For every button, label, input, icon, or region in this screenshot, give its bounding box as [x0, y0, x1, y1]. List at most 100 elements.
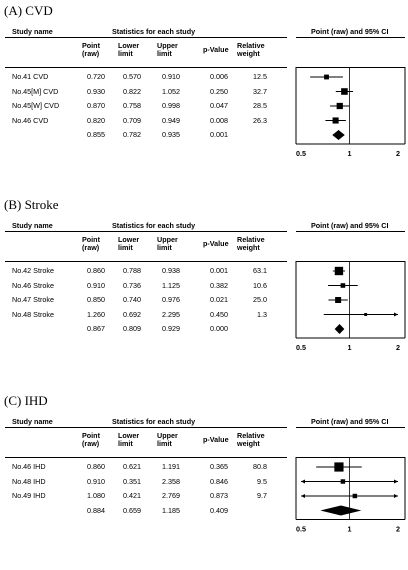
- header-lower-line2: limit: [118, 243, 133, 252]
- summary-point-cell: 0.884: [87, 505, 105, 515]
- relative-weight-cell: 32.7: [253, 86, 267, 96]
- study-name-cell: No.42 Stroke: [12, 266, 54, 275]
- relative-weight-cell: 1.3: [257, 309, 267, 319]
- summary-diamond: [332, 130, 345, 140]
- plot-header-rule-bottom: [296, 67, 405, 68]
- header-lower-line1: Lower: [118, 41, 140, 50]
- header-relative-weight-line2: weight: [237, 243, 260, 252]
- p-value-cell: 0.873: [210, 491, 228, 500]
- relative-weight-cell: 26.3: [253, 115, 267, 125]
- header-relative-weight-line2: weight: [237, 439, 260, 448]
- summary-p-value-cell: 0.409: [210, 505, 228, 515]
- header-relative-weight: Relative weight: [237, 42, 265, 58]
- header-study-name: Study name: [12, 221, 53, 230]
- header-p-value: p-Value: [203, 435, 229, 444]
- point-cell: 1.260: [87, 309, 105, 319]
- lower-limit-cell: 0.351: [123, 476, 141, 486]
- summary-p-value-cell: 0.000: [210, 324, 228, 333]
- x-tick-label: 0.5: [296, 343, 306, 352]
- lower-limit-cell: 0.709: [123, 115, 141, 125]
- upper-limit-cell: 1.052: [162, 86, 180, 96]
- header-upper-line1: Upper: [157, 41, 178, 50]
- point-cell: 1.080: [87, 491, 105, 500]
- point-estimate-square: [335, 297, 342, 303]
- p-value-cell: 0.365: [210, 462, 228, 471]
- point-estimate-square: [336, 102, 343, 110]
- relative-weight-cell: 28.5: [253, 101, 267, 110]
- point-estimate-square: [340, 479, 346, 484]
- panel-title: (C) IHD: [4, 393, 48, 408]
- upper-limit-cell: 0.910: [162, 72, 180, 81]
- forest-panel: (C) IHD Study name Statistics for each stu…: [0, 390, 408, 570]
- point-cell: 0.850: [87, 295, 105, 304]
- forest-panel: (B) Stroke Study name Statistics for each …: [0, 194, 408, 374]
- relative-weight-cell: 63.1: [253, 266, 267, 275]
- header-relative-weight: Relative weight: [237, 236, 265, 252]
- header-upper-line2: limit: [157, 243, 172, 252]
- lower-limit-cell: 0.621: [123, 462, 141, 471]
- p-value-cell: 0.001: [210, 266, 228, 275]
- summary-p-value-cell: 0.001: [210, 130, 228, 139]
- header-rule-top: [5, 427, 287, 428]
- point-cell: 0.720: [87, 72, 105, 81]
- upper-limit-cell: 2.295: [162, 309, 180, 319]
- x-tick-label: 1: [348, 525, 352, 534]
- header-lower: Lower limit: [118, 432, 139, 448]
- point-cell: 0.910: [87, 280, 105, 290]
- header-point-line2: (raw): [82, 439, 100, 448]
- relative-weight-cell: 9.5: [257, 476, 267, 486]
- header-study-name: Study name: [12, 417, 53, 426]
- p-value-cell: 0.450: [210, 309, 228, 319]
- lower-limit-cell: 0.822: [123, 86, 141, 96]
- header-upper: Upper limit: [157, 236, 178, 252]
- upper-limit-cell: 0.938: [162, 266, 180, 275]
- header-upper-line1: Upper: [157, 235, 178, 244]
- point-estimate-square: [334, 266, 344, 276]
- lower-limit-cell: 0.421: [123, 491, 141, 500]
- header-point-line1: Point: [82, 235, 100, 244]
- header-upper-line2: limit: [157, 439, 172, 448]
- header-statistics: Statistics for each study: [112, 417, 196, 426]
- x-tick-label: 2: [396, 343, 400, 352]
- forest-plot-area: 0.5 1 2: [295, 67, 406, 158]
- header-point-line2: (raw): [82, 49, 100, 58]
- x-tick-label: 1: [348, 343, 352, 352]
- summary-upper-cell: 1.185: [162, 505, 180, 515]
- header-statistics: Statistics for each study: [112, 27, 196, 36]
- study-name-cell: No.46 CVD: [12, 115, 49, 125]
- header-rule-top: [5, 37, 287, 38]
- study-name-cell: No.48 IHD: [12, 476, 46, 486]
- header-relative-weight: Relative weight: [237, 432, 265, 448]
- point-cell: 0.820: [87, 115, 105, 125]
- header-point: Point (raw): [82, 432, 100, 448]
- study-name-cell: No.45[M] CVD: [12, 86, 59, 96]
- x-tick-label: 1: [348, 149, 352, 158]
- point-estimate-square: [332, 117, 339, 124]
- summary-lower-cell: 0.809: [123, 324, 141, 333]
- point-estimate-square: [324, 74, 329, 80]
- header-p-value: p-Value: [203, 239, 229, 248]
- ci-arrow-left: [301, 494, 305, 498]
- lower-limit-cell: 0.758: [123, 101, 141, 110]
- upper-limit-cell: 2.358: [162, 476, 180, 486]
- relative-weight-cell: 10.6: [253, 280, 267, 290]
- header-rule-bottom: [5, 261, 287, 262]
- p-value-cell: 0.047: [210, 101, 228, 110]
- header-statistics: Statistics for each study: [112, 221, 196, 230]
- header-lower-line1: Lower: [118, 235, 140, 244]
- relative-weight-cell: 80.8: [253, 462, 267, 471]
- lower-limit-cell: 0.570: [123, 72, 141, 81]
- summary-lower-cell: 0.782: [123, 130, 141, 139]
- header-relative-weight-line1: Relative: [237, 431, 265, 440]
- point-cell: 0.860: [87, 462, 105, 471]
- upper-limit-cell: 0.949: [162, 115, 180, 125]
- p-value-cell: 0.846: [210, 476, 228, 486]
- header-upper-line2: limit: [157, 49, 172, 58]
- study-name-cell: No.45[W] CVD: [12, 101, 60, 110]
- summary-point-cell: 0.855: [87, 130, 105, 139]
- plot-header-rule-top: [296, 231, 405, 232]
- upper-limit-cell: 1.191: [162, 462, 180, 471]
- point-estimate-square: [341, 88, 348, 95]
- forest-plot-area: 0.5 1 2: [295, 457, 406, 534]
- header-lower: Lower limit: [118, 42, 139, 58]
